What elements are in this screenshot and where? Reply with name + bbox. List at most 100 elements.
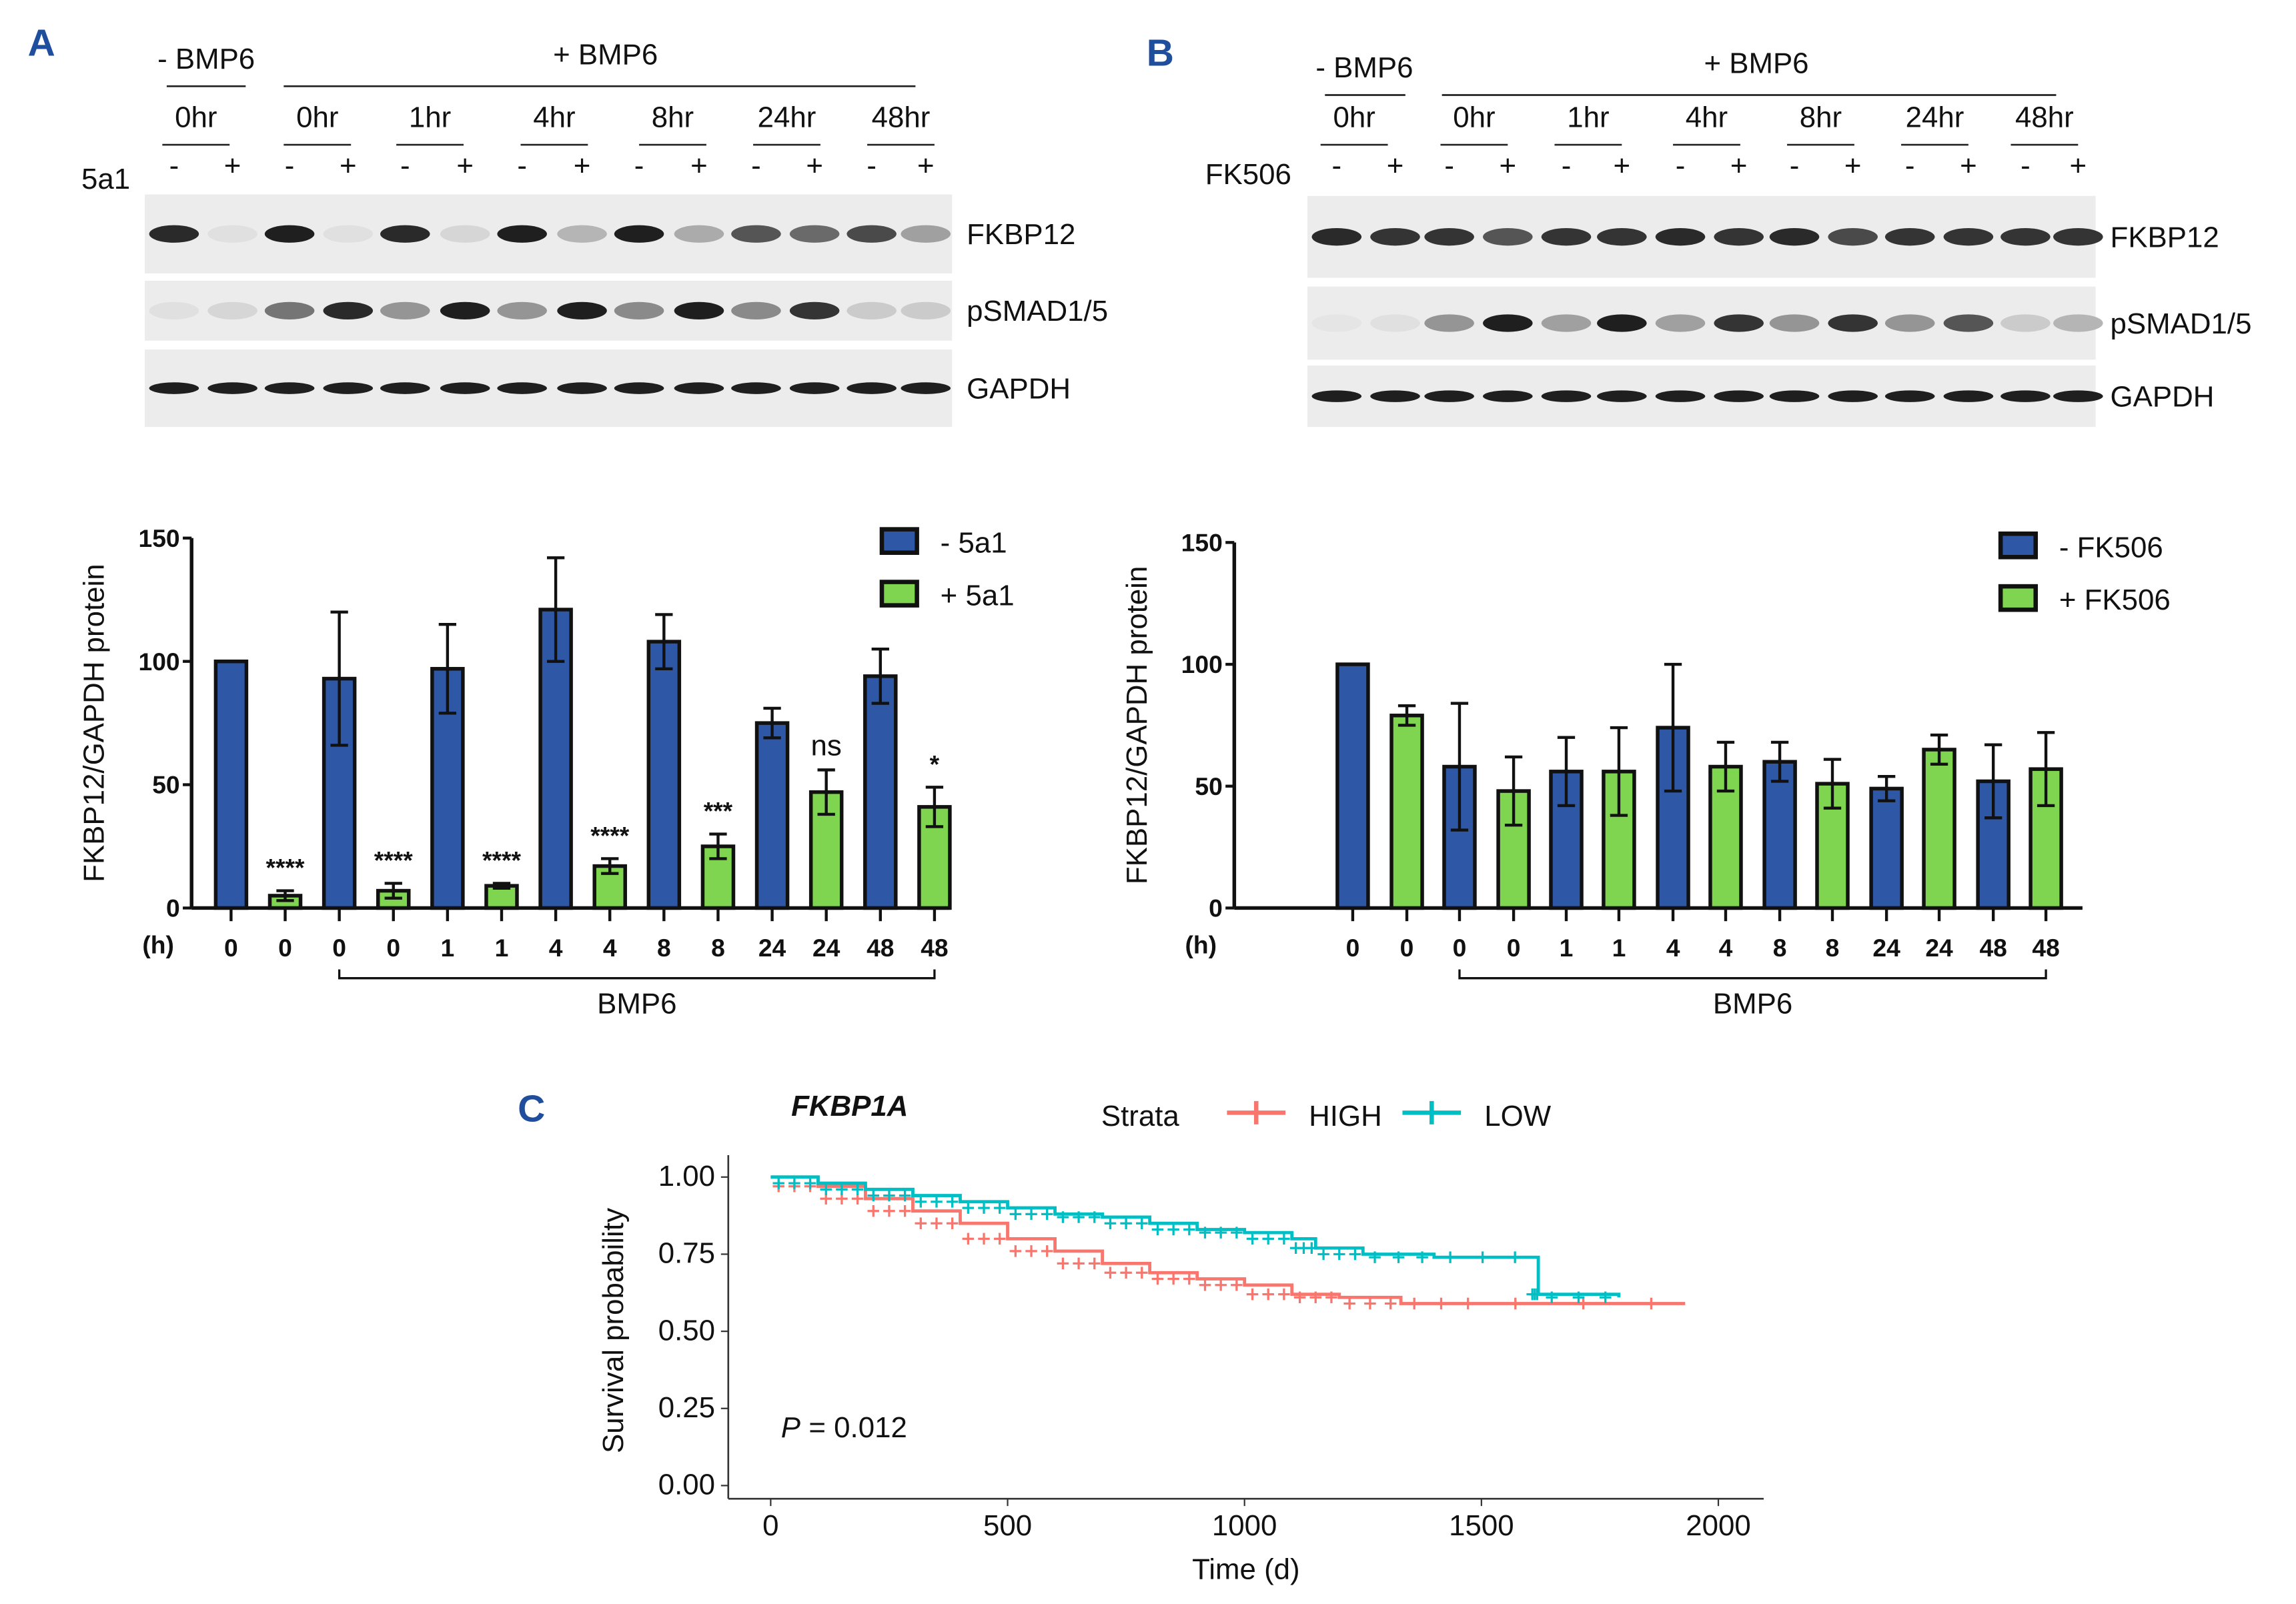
protein-band: [1370, 314, 1420, 332]
x-tick-label: 24: [812, 934, 840, 962]
protein-band: [149, 225, 199, 243]
protein-band: [2000, 390, 2051, 402]
protein-band: [1541, 314, 1592, 332]
protein-band: [380, 301, 430, 320]
legend-title: Strata: [1101, 1100, 1180, 1132]
protein-band: [614, 301, 664, 320]
protein-band: [207, 301, 257, 320]
time-label: 48hr: [2015, 101, 2074, 134]
censor-mark: [1572, 1291, 1585, 1304]
y-tick-label: 0: [166, 894, 180, 922]
protein-band: [1943, 390, 1994, 402]
protein-band: [149, 382, 199, 394]
y-tick-label: 50: [1195, 772, 1222, 800]
censor-mark: [1305, 1242, 1318, 1254]
censor-mark: [1104, 1217, 1117, 1229]
censor-mark: [1645, 1297, 1658, 1310]
x-unit-label: (h): [142, 930, 174, 958]
y-tick-label: 0.25: [658, 1391, 715, 1424]
sign-label: -: [1676, 149, 1686, 182]
censor-mark: [1025, 1245, 1037, 1257]
censor-mark: [1343, 1297, 1355, 1310]
protein-band: [1655, 314, 1706, 332]
legend-label: - FK506: [2059, 531, 2163, 564]
censor-mark: [804, 1177, 816, 1189]
censor-mark: [1462, 1297, 1474, 1310]
protein-band: [846, 225, 897, 243]
treatment-label: 5a1: [81, 163, 130, 195]
x-tick-label: 48: [2032, 934, 2059, 962]
protein-band: [264, 225, 315, 243]
censor-mark: [1278, 1288, 1290, 1301]
protein-band: [1714, 228, 1764, 246]
censor-mark: [931, 1217, 943, 1229]
x-tick-label: 24: [1925, 934, 1953, 962]
time-label: 4hr: [1686, 101, 1728, 134]
censor-mark: [962, 1202, 975, 1214]
sign-label: +: [690, 149, 708, 182]
x-axis-label: Time (d): [1192, 1553, 1300, 1586]
censor-mark: [1435, 1297, 1448, 1310]
western-blot-b: - BMP6 + BMP6 0hr 0hr 1hr 4hr 8hr 24hr 48hr FK506…: [1205, 47, 2251, 428]
protein-band: [1424, 228, 1474, 246]
protein-band: [901, 225, 951, 243]
censor-mark: [1476, 1251, 1489, 1263]
sign-label: +: [1960, 149, 1977, 182]
censor-mark: [1262, 1288, 1274, 1301]
plus-bmp6-label: + BMP6: [553, 38, 658, 71]
protein-band: [497, 301, 547, 320]
time-label: 8hr: [652, 101, 694, 134]
y-axis-label: Survival probability: [597, 1208, 630, 1453]
censor-mark: [1262, 1233, 1274, 1245]
protein-band: [2000, 314, 2051, 332]
x-tick-label: 8: [657, 934, 671, 962]
protein-band: [1943, 314, 1994, 332]
censor-mark: [1120, 1267, 1132, 1279]
x-tick-label: 0: [224, 934, 238, 962]
protein-band: [380, 382, 430, 394]
x-tick-label: 0: [1453, 934, 1467, 962]
bar: [1922, 748, 1956, 910]
censor-mark: [1392, 1251, 1405, 1263]
sign-label: -: [634, 149, 644, 182]
bmp6-bracket: [338, 969, 936, 980]
western-blot-a: - BMP6 + BMP6 0hr 0hr 1hr 4hr 8hr 24hr 48hr 5a1 - +…: [81, 38, 1108, 428]
x-tick-label: 8: [1826, 934, 1840, 962]
protein-band: [1943, 228, 1994, 246]
x-tick-label: 0: [762, 1509, 778, 1542]
y-tick-label: 150: [1181, 529, 1223, 557]
protein-band: [674, 382, 724, 394]
significance-label: *: [930, 750, 940, 778]
protein-band: [1311, 228, 1362, 246]
bar: [1335, 662, 1370, 910]
protein-band: [323, 382, 374, 394]
censor-mark: [946, 1217, 959, 1229]
protein-band: [2053, 228, 2103, 246]
p-value-label: P: [781, 1411, 800, 1444]
sign-label: -: [169, 149, 179, 182]
censor-mark: [851, 1183, 864, 1196]
censor-mark: [1183, 1223, 1195, 1236]
protein-band: [731, 225, 781, 243]
sign-label: +: [1844, 149, 1862, 182]
x-tick-label: 2000: [1686, 1509, 1751, 1542]
panel-label-a: A: [28, 21, 55, 64]
y-axis-label: FKBP12/GAPDH protein: [1121, 566, 1153, 884]
protein-band: [440, 382, 490, 394]
protein-band: [1828, 390, 1878, 402]
time-label: 24hr: [758, 101, 816, 134]
censor-mark: [993, 1202, 1006, 1214]
censor-mark: [962, 1233, 975, 1245]
sign-label: -: [1562, 149, 1572, 182]
bar: [863, 674, 898, 910]
survival-curve-high: [770, 1175, 1686, 1305]
censor-mark: [1073, 1257, 1085, 1270]
censor-mark: [1215, 1227, 1227, 1239]
sign-label: +: [456, 149, 474, 182]
protein-band: [1714, 314, 1764, 332]
legend-label: + 5a1: [941, 580, 1015, 612]
protein-band: [1884, 314, 1935, 332]
censor-mark: [1546, 1291, 1558, 1304]
protein-band: [440, 225, 490, 243]
